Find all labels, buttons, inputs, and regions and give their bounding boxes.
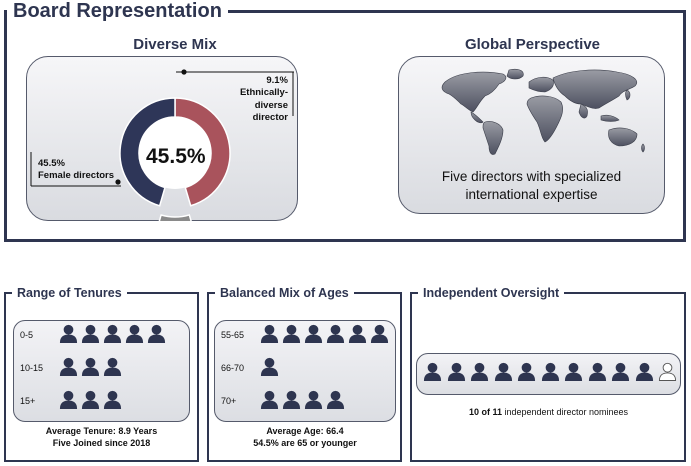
ages-heading: Balanced Mix of Ages [215,286,354,300]
diverse-mix-heading: Diverse Mix [133,36,217,53]
age-row-label: 66-70 [221,363,245,373]
tenures-foot-line2: Five Joined since 2018 [52,438,151,449]
independent-foot-bold: 10 of 11 [468,407,502,417]
world-map-icon [441,68,645,155]
donut-segment-ethnic [158,213,192,221]
female-callout: 45.5% Female directors [38,158,128,183]
independent-heading: Independent Oversight [418,286,565,300]
person-icon [541,362,559,381]
ethnic-pct: 9.1% [266,75,288,86]
donut-hole [139,117,211,189]
age-row [260,324,389,343]
ages-panel [214,320,396,422]
person-icon [81,357,100,376]
age-row [260,390,345,409]
age-row [260,357,279,376]
tenures-heading: Range of Tenures [12,286,127,300]
age-row-label: 70+ [221,396,237,406]
person-icon [447,362,465,381]
person-icon [326,390,345,409]
person-icon [103,357,122,376]
ages-foot-line1: Average Age: 66.4 [266,426,344,436]
ethnic-callout: 9.1% Ethnically-diverse director [210,75,288,124]
female-pct: 45.5% [38,158,65,169]
diverse-mix-donut [30,69,294,221]
ethnic-label-line2: director [252,112,288,124]
person-icon [470,362,489,381]
tenure-row [59,324,166,343]
person-icon [304,390,323,409]
global-perspective-heading: Global Perspective [464,36,601,53]
age-row-label: 55-65 [221,330,245,340]
global-caption: Five directors with specialized internat… [400,168,663,204]
person-icon [103,390,122,409]
person-icon [103,324,122,343]
person-icon [125,324,144,343]
person-icon [348,324,367,343]
board-representation-frame: Board Representation [4,1,686,242]
person-icon [635,362,653,381]
page-title: Board Representation [7,1,228,21]
person-icon [260,390,279,409]
independent-foot-rest: independent director nominees [501,407,629,417]
person-icon [260,324,279,343]
independent-frame: Independent Oversight [410,286,686,462]
global-caption-line1: Five directors with specialized [441,169,622,184]
person-icon [588,362,606,381]
person-icon [370,324,389,343]
person-icon [81,324,100,343]
tenure-row [59,390,122,409]
person-icon [282,390,301,409]
person-icon [147,324,166,343]
person-icon [517,362,536,381]
donut-center-value: 45.5% [146,145,206,168]
ages-foot-line2: 54.5% are 65 or younger [253,438,357,449]
person-icon [423,362,442,381]
person-icon [611,362,630,381]
person-icon [59,324,78,343]
ages-frame: Balanced Mix of Ages [207,286,402,462]
tenures-foot-line1: Average Tenure: 8.9 Years [45,426,158,436]
person-icon [282,324,301,343]
person-icon [564,362,583,381]
person-icon [326,324,345,343]
female-label: Female directors [38,170,115,182]
person-icon [59,390,78,409]
independent-directors-row [423,362,677,381]
global-caption-line2: international expertise [465,187,598,203]
tenures-frame: Range of Tenures [4,286,199,462]
tenure-row-label: 15+ [20,396,36,406]
person-icon [494,362,512,381]
ethnic-label-line1: Ethnically-diverse [239,87,288,111]
person-icon [260,357,279,376]
person-outline-icon [658,362,677,381]
person-icon [59,357,78,376]
ages-footnote: Average Age: 66.4 54.5% are 65 or younge… [214,425,396,449]
person-icon [304,324,323,343]
tenures-footnote: Average Tenure: 8.9 Years Five Joined si… [13,425,190,449]
independent-footnote: 10 of 11 independent director nominees [416,406,681,418]
tenure-row-label: 0-5 [20,330,34,340]
tenure-row-label: 10-15 [20,363,44,373]
person-icon [81,390,100,409]
tenure-row [59,357,122,376]
